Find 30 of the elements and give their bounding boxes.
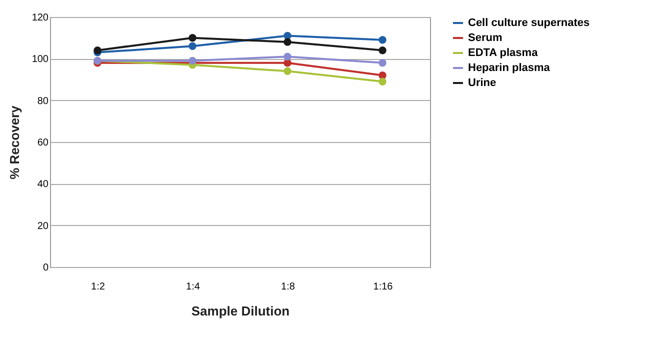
point <box>378 46 386 54</box>
legend-label: Urine <box>468 77 496 89</box>
x-tick-label: 1:8 <box>281 282 296 292</box>
legend-label: Heparin plasma <box>468 62 551 74</box>
y-tick-label: 120 <box>32 12 49 24</box>
point <box>284 67 292 76</box>
y-tick-label: 40 <box>37 179 49 190</box>
x-tick-label: 1:16 <box>373 282 394 292</box>
y-tick-label: 60 <box>37 138 49 148</box>
point <box>378 78 386 86</box>
point <box>94 46 102 54</box>
point <box>378 58 386 67</box>
point <box>188 42 196 50</box>
point <box>284 52 292 60</box>
point <box>284 32 292 40</box>
x-axis-title: Sample Dilution <box>191 304 290 318</box>
legend-label: EDTA plasma <box>468 47 539 59</box>
y-tick-label: 100 <box>32 54 49 66</box>
point <box>188 34 196 42</box>
point <box>378 36 386 44</box>
legend-label: Cell culture supernates <box>468 17 590 29</box>
legend-label: Serum <box>468 32 502 44</box>
y-tick-label: 80 <box>37 96 49 107</box>
point <box>378 71 386 80</box>
x-tick-label: 1:2 <box>91 282 106 292</box>
x-tick-label: 1:4 <box>186 282 200 292</box>
y-tick-label: 20 <box>37 220 49 232</box>
point <box>284 38 292 46</box>
y-tick-label: 0 <box>42 262 49 274</box>
y-axis-title: % Recovery <box>6 104 22 180</box>
